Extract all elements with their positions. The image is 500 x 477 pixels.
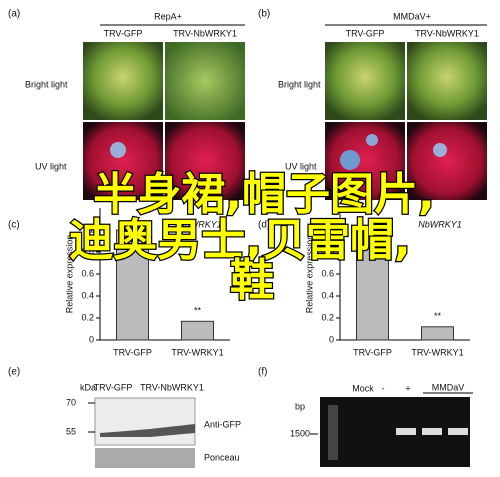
marker: 55 [66, 426, 76, 436]
lane-label: Mock [352, 383, 374, 393]
x-tick-label: TRV-WRKY1 [171, 347, 223, 357]
y-tick-label: 0.8 [321, 246, 334, 256]
y-tick-label: 0 [89, 334, 94, 344]
row-label: UV light [285, 161, 317, 171]
y-tick-label: 0.4 [321, 290, 334, 300]
y-tick-label: 0.4 [81, 290, 94, 300]
unit: bp [295, 401, 305, 411]
unit: kDa [80, 382, 96, 392]
column-label: TRV-GFP [104, 28, 143, 38]
panel-label: (b) [258, 9, 270, 20]
panel-label: (a) [8, 9, 20, 20]
y-tick-label: 1 [89, 224, 94, 234]
y-tick-label: 0 [329, 334, 334, 344]
row-label: UV light [35, 161, 67, 171]
column-label: TRV-NbWRKY1 [415, 28, 479, 38]
panel-label: (f) [258, 367, 267, 378]
significance: ** [194, 306, 202, 316]
chart-title: NbWRKY1 [418, 219, 462, 229]
y-tick-label: 0.2 [321, 312, 334, 322]
bar [116, 229, 149, 341]
y-tick-label: 1 [329, 224, 334, 234]
gel [310, 392, 473, 467]
y-tick-label: 0.2 [81, 312, 94, 322]
row-label: Anti-GFP [204, 419, 241, 429]
y-axis-label: Relative expression [304, 235, 314, 314]
panel-label: (c) [8, 220, 20, 231]
photos [83, 42, 487, 200]
overlay-text: 半身裙,帽子图片, [93, 169, 434, 220]
bar [356, 229, 389, 341]
bar [181, 320, 214, 341]
marker: 1500 [290, 428, 310, 438]
chart-title: NbWRKY1 [178, 219, 222, 229]
bar [421, 326, 454, 341]
lane-label: TRV-NbWRKY1 [140, 382, 204, 392]
panel-title: RepA+ [154, 11, 182, 21]
lane-label: + [405, 383, 410, 393]
lane-label: - [382, 383, 385, 393]
y-tick-label: 0.8 [81, 246, 94, 256]
panel-title: MMDaV+ [393, 11, 431, 21]
row-label: Bright light [25, 79, 68, 89]
panel-label: (e) [8, 367, 20, 378]
column-label: TRV-GFP [346, 28, 385, 38]
western-blot [88, 397, 196, 468]
column-label: TRV-NbWRKY1 [173, 28, 237, 38]
y-tick-label: 0.6 [321, 268, 334, 278]
group-label: MMDaV [432, 382, 465, 392]
y-tick-label: 0.6 [81, 268, 94, 278]
row-label: Bright light [278, 79, 321, 89]
significance: ** [434, 311, 442, 321]
x-tick-label: TRV-GFP [353, 347, 392, 357]
row-label: Ponceau [204, 452, 240, 462]
marker: 70 [66, 397, 76, 407]
charts: NbWRKY1 Relative expression 0 0.2 0.4 0.6 0.8 1… [64, 208, 470, 357]
panel-label: (d) [258, 220, 270, 231]
x-tick-label: TRV-WRKY1 [411, 347, 463, 357]
x-tick-label: TRV-GFP [113, 347, 152, 357]
overlay-text: 迪奥男士,贝雷帽, [69, 215, 410, 266]
lane-label: TRV-GFP [94, 382, 133, 392]
y-axis-label: Relative expression [64, 235, 74, 314]
overlay-text: 鞋 [230, 255, 274, 306]
